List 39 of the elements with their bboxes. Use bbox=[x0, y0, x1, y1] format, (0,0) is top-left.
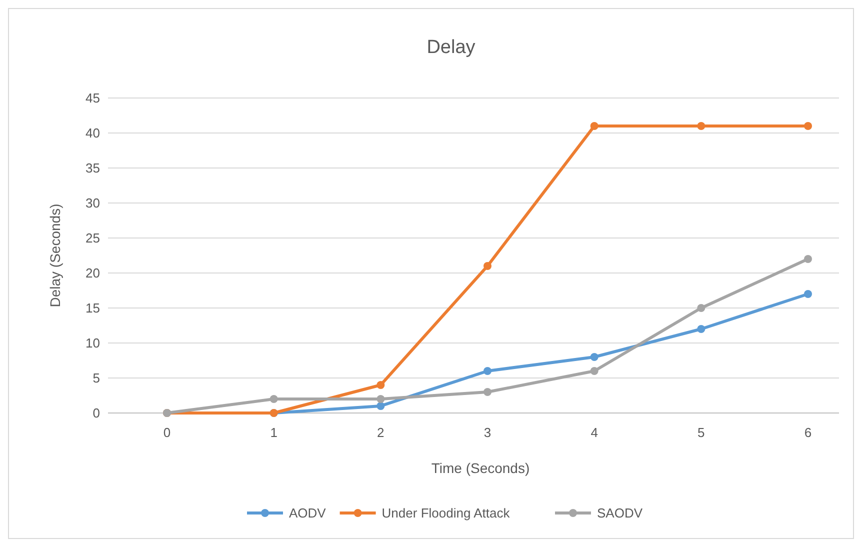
point bbox=[804, 290, 812, 298]
x-tick-label: 6 bbox=[804, 425, 812, 440]
point bbox=[590, 367, 598, 375]
x-tick-label: 2 bbox=[377, 425, 384, 440]
x-tick-label: 3 bbox=[484, 425, 492, 440]
x-axis-title: Time (Seconds) bbox=[431, 460, 530, 476]
point bbox=[697, 325, 706, 333]
point bbox=[697, 304, 706, 312]
point bbox=[484, 262, 492, 270]
x-tick-label: 0 bbox=[163, 425, 171, 440]
y-tick-label: 0 bbox=[92, 406, 100, 421]
y-axis-title: Delay (Seconds) bbox=[47, 204, 63, 308]
y-tick-label: 20 bbox=[86, 266, 100, 281]
y-tick-label: 30 bbox=[86, 196, 100, 211]
point bbox=[590, 353, 598, 361]
point bbox=[804, 122, 812, 130]
x-tick-label: 5 bbox=[698, 425, 705, 440]
legend-label: SAODV bbox=[597, 506, 643, 521]
y-tick-label: 5 bbox=[92, 370, 100, 386]
point bbox=[484, 388, 492, 396]
point bbox=[376, 395, 385, 403]
x-tick-label: 1 bbox=[270, 425, 278, 440]
point bbox=[804, 255, 812, 263]
y-tick-label: 15 bbox=[86, 300, 100, 316]
y-tick-label: 40 bbox=[86, 126, 100, 141]
point bbox=[484, 367, 492, 375]
y-tick-label: 45 bbox=[86, 90, 100, 106]
y-tick-label: 25 bbox=[86, 230, 100, 246]
point bbox=[376, 402, 385, 410]
point bbox=[697, 122, 706, 130]
x-tick-label: 4 bbox=[590, 425, 598, 440]
legend-label: AODV bbox=[289, 506, 326, 521]
legend-label: Under Flooding Attack bbox=[382, 506, 510, 521]
y-tick-label: 10 bbox=[86, 336, 100, 351]
point bbox=[376, 381, 385, 389]
y-tick-label: 35 bbox=[86, 160, 100, 176]
chart-title: Delay bbox=[426, 37, 476, 58]
point bbox=[590, 122, 598, 130]
point bbox=[270, 395, 278, 403]
